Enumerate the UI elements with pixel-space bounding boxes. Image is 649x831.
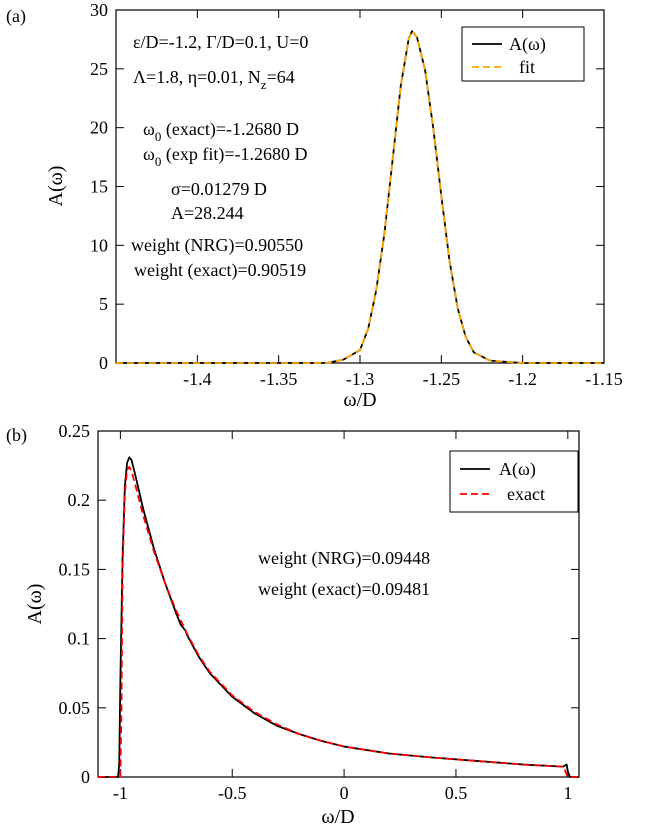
- legend-b: A(ω) exact: [449, 450, 579, 513]
- x-tick-label-b-3: 0.5: [445, 783, 468, 803]
- legend-box-b: [449, 450, 579, 513]
- annot-params2-post: =64: [267, 67, 295, 87]
- x-tick-label-b-4: 1: [563, 783, 572, 803]
- annot-params2: Λ=1.8, η=0.01, Nz=64: [133, 67, 295, 92]
- y-tick-label-b-1: 0.05: [59, 698, 91, 718]
- legend-a: A(ω) fit: [461, 26, 585, 82]
- annot-w0-exact-post: (exact)=-1.2680 D: [161, 119, 299, 140]
- series-lines-b: [98, 456, 579, 778]
- y-tick-label-a-5: 25: [90, 59, 108, 79]
- x-axis-label-b: ω/D: [321, 806, 354, 828]
- legend-label-b-1: exact: [507, 484, 545, 504]
- x-tick-label-a-0: -1.4: [183, 369, 212, 389]
- x-tick-label-b-1: -0.5: [218, 783, 247, 803]
- y-tick-label-a-4: 20: [90, 118, 108, 138]
- y-axis-label-b: A(ω): [24, 584, 46, 625]
- x-tick-label-b-2: 0: [340, 783, 349, 803]
- y-tick-label-a-2: 10: [90, 235, 108, 255]
- legend-label-a-0: A(ω): [509, 34, 546, 55]
- x-tick-label-a-5: -1.15: [585, 369, 623, 389]
- panel-b: (b) -1 -0.5 0 0.5 1 0 0.05 0.1 0.15 0.2 0.25 ω/D A…: [6, 421, 580, 828]
- legend-box-a: [461, 26, 585, 82]
- annot-params2-pre: Λ=1.8, η=0.01, N: [133, 67, 261, 87]
- annot-sigma: σ=0.01279 D: [171, 179, 267, 199]
- annot-w0-fit: ω0 (exp fit)=-1.2680 D: [143, 144, 307, 169]
- y-tick-label-b-2: 0.1: [68, 629, 91, 649]
- annot-w0-exact-pre: ω: [143, 119, 155, 139]
- y-tick-label-a-0: 0: [99, 353, 108, 373]
- annot-amp: A=28.244: [171, 203, 244, 223]
- annot-weight-nrg-a: weight (NRG)=0.90550: [131, 235, 303, 256]
- annot-params1: ε/D=-1.2, Γ/D=0.1, U=0: [133, 32, 308, 52]
- annot-w0-fit-pre: ω: [143, 144, 155, 164]
- annot-w0-fit-sub: 0: [155, 154, 162, 169]
- plot-area-b: [97, 430, 580, 778]
- axis-ticks-a: -1.4 -1.35 -1.3 -1.25 -1.2 -1.15 0 5 10 15 20 25 30: [90, 0, 623, 389]
- axis-ticks-b: -1 -0.5 0 0.5 1 0 0.05 0.1 0.15 0.2 0.25: [59, 421, 579, 803]
- panel-a-label: (a): [6, 6, 26, 27]
- series-line-b-1: [98, 466, 579, 778]
- series-lines-a: [116, 30, 604, 364]
- annot-weight-exact-b: weight (exact)=0.09481: [258, 579, 430, 600]
- y-tick-label-b-3: 0.15: [59, 559, 91, 579]
- y-tick-label-a-3: 15: [90, 177, 108, 197]
- annot-w0-exact-sub: 0: [155, 129, 162, 144]
- annot-weight-nrg-b: weight (NRG)=0.09448: [258, 548, 430, 569]
- x-tick-label-a-4: -1.2: [508, 369, 537, 389]
- y-tick-label-a-6: 30: [90, 0, 108, 20]
- annot-params2-sub: z: [261, 77, 267, 92]
- y-tick-label-b-0: 0: [81, 767, 90, 787]
- annot-weight-exact-a: weight (exact)=0.90519: [134, 260, 306, 281]
- x-tick-label-a-3: -1.25: [423, 369, 461, 389]
- x-tick-label-a-1: -1.35: [260, 369, 298, 389]
- annotations-b: weight (NRG)=0.09448 weight (exact)=0.09…: [258, 548, 430, 600]
- x-tick-label-a-2: -1.3: [346, 369, 375, 389]
- y-tick-label-b-5: 0.25: [59, 421, 91, 441]
- panel-a: (a) -1.4 -1.35 -1.3 -1.25 -1.2 -1.15 0 5 10 15 20 2…: [6, 0, 623, 411]
- legend-label-b-0: A(ω): [499, 459, 536, 480]
- legend-label-a-1: fit: [519, 57, 535, 77]
- x-axis-label-a: ω/D: [343, 389, 376, 411]
- series-line-a-0: [116, 30, 604, 364]
- y-tick-label-b-4: 0.2: [68, 490, 91, 510]
- annot-w0-fit-post: (exp fit)=-1.2680 D: [161, 144, 307, 165]
- panel-b-label: (b): [6, 425, 27, 446]
- annotations-a: ε/D=-1.2, Γ/D=0.1, U=0 Λ=1.8, η=0.01, Nz…: [131, 32, 308, 281]
- annot-w0-exact: ω0 (exact)=-1.2680 D: [143, 119, 299, 144]
- x-tick-label-b-0: -1: [113, 783, 128, 803]
- y-tick-label-a-1: 5: [99, 294, 108, 314]
- y-axis-label-a: A(ω): [45, 166, 67, 207]
